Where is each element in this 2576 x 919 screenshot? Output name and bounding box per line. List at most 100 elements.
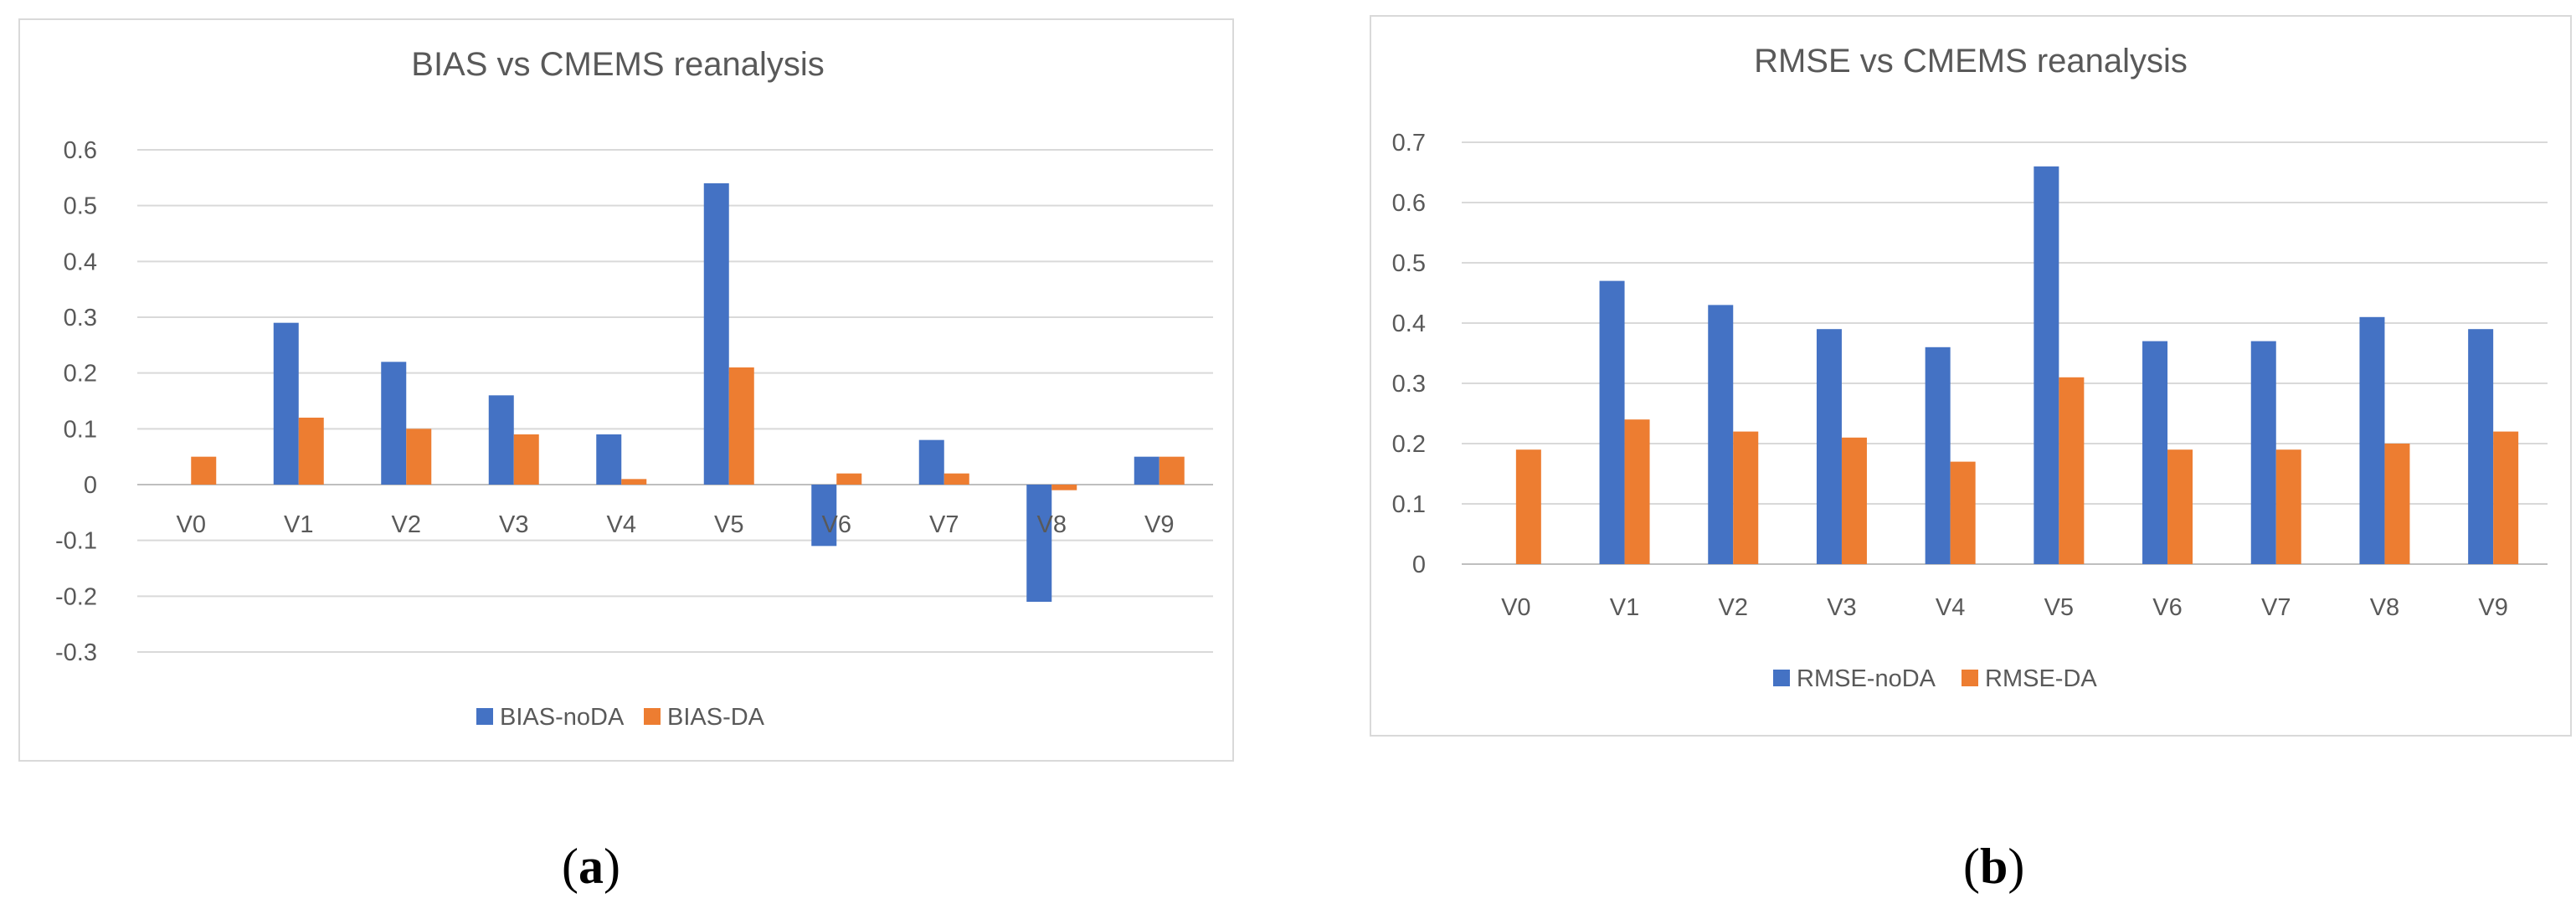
caption-b: (b)	[1963, 839, 2025, 894]
x-tick-label: V2	[392, 511, 421, 538]
bar-rmse-da-v4	[1950, 461, 1976, 564]
bar-rmse-da-v8	[2384, 444, 2410, 564]
bar-rmse-noda-v4	[1925, 347, 1951, 564]
bar-bias-noda-v7	[918, 439, 944, 485]
legend: BIAS-noDA BIAS-DA	[476, 704, 765, 731]
legend-label: RMSE-DA	[1985, 665, 2097, 692]
bar-bias-da-v2	[406, 429, 432, 485]
bar-rmse-da-v0	[1515, 449, 1541, 564]
x-tick-label: V7	[2261, 594, 2291, 621]
bar-bias-da-v8	[1051, 485, 1077, 490]
x-tick-label: V5	[714, 511, 743, 538]
x-tick-label: V6	[822, 511, 851, 538]
x-tick-label: V7	[929, 511, 959, 538]
rmse-chart-panel: RMSE vs CMEMS reanalysis 0.7 0.6 0.5 0.4 0.3…	[1370, 15, 2572, 737]
x-tick-label: V2	[1719, 594, 1748, 621]
bar-series	[1515, 166, 2519, 565]
legend-label: RMSE-noDA	[1797, 665, 1936, 692]
y-tick-label: -0.1	[55, 528, 97, 555]
x-tick-label: V3	[499, 511, 528, 538]
y-tick-label: 0.5	[1392, 250, 1426, 277]
x-tick-label: V1	[284, 511, 313, 538]
x-tick-label: V3	[1827, 594, 1856, 621]
bar-rmse-da-v6	[2167, 449, 2193, 564]
bar-bias-da-v6	[836, 473, 862, 485]
bar-rmse-noda-v8	[2359, 316, 2385, 564]
bar-rmse-da-v5	[2059, 377, 2085, 564]
bar-rmse-da-v9	[2493, 431, 2519, 564]
y-axis-ticks: 0.6 0.5 0.4 0.3 0.2 0.1 0 -0.1 -0.2 -0.3	[55, 137, 97, 666]
bar-rmse-noda-v6	[2142, 341, 2168, 564]
bias-chart: BIAS vs CMEMS reanalysis 0.6 0.5 0.4 0.3 0.2…	[55, 46, 1213, 731]
x-tick-label: V5	[2044, 594, 2074, 621]
bar-rmse-da-v2	[1733, 431, 1759, 564]
y-tick-label: 0.6	[1392, 190, 1426, 217]
legend-swatch	[476, 708, 493, 725]
x-tick-label: V0	[1501, 594, 1530, 621]
legend-swatch	[644, 708, 661, 725]
y-tick-label: 0.1	[1392, 491, 1426, 518]
bar-bias-noda-v3	[488, 395, 514, 485]
x-axis-labels: V0 V1 V2 V3 V4 V5 V6 V7 V8 V9	[177, 511, 1175, 538]
y-tick-label: -0.3	[55, 639, 97, 666]
y-tick-label: 0.3	[64, 305, 97, 331]
x-tick-label: V4	[607, 511, 636, 538]
bias-chart-panel: BIAS vs CMEMS reanalysis 0.6 0.5 0.4 0.3 0.2…	[18, 18, 1234, 762]
bar-rmse-noda-v5	[2034, 166, 2059, 565]
legend-label: BIAS-DA	[667, 704, 765, 731]
bar-bias-noda-v8	[1026, 485, 1052, 602]
legend: RMSE-noDA RMSE-DA	[1773, 665, 2097, 692]
x-axis-labels: V0 V1 V2 V3 V4 V5 V6 V7 V8 V9	[1501, 594, 2508, 621]
y-tick-label: 0.6	[64, 137, 97, 164]
legend-swatch	[1962, 670, 1978, 686]
bar-rmse-da-v1	[1624, 419, 1650, 564]
bar-bias-da-v1	[298, 418, 324, 485]
chart-title: RMSE vs CMEMS reanalysis	[1754, 43, 2188, 80]
y-tick-label: 0	[84, 472, 97, 499]
y-tick-label: 0.1	[64, 416, 97, 443]
bar-rmse-noda-v7	[2250, 341, 2276, 564]
bar-rmse-da-v7	[2275, 449, 2301, 564]
bar-bias-da-v4	[621, 479, 647, 485]
y-tick-label: 0.3	[1392, 371, 1426, 398]
x-tick-label: V1	[1610, 594, 1639, 621]
y-tick-label: 0.7	[1392, 130, 1426, 157]
bar-bias-da-v3	[513, 434, 539, 485]
y-tick-label: 0.2	[64, 361, 97, 388]
bar-rmse-noda-v9	[2468, 329, 2494, 564]
legend-label: BIAS-noDA	[500, 704, 625, 731]
rmse-chart: RMSE vs CMEMS reanalysis 0.7 0.6 0.5 0.4 0.3…	[1392, 43, 2548, 692]
bar-bias-noda-v4	[596, 434, 622, 485]
y-tick-label: -0.2	[55, 583, 97, 610]
legend-swatch	[1773, 670, 1790, 686]
bar-rmse-da-v3	[1841, 437, 1867, 564]
x-tick-label: V8	[2370, 594, 2399, 621]
bar-bias-da-v5	[728, 367, 754, 485]
bar-bias-noda-v6	[811, 485, 837, 547]
bar-rmse-noda-v1	[1599, 280, 1625, 564]
bar-bias-da-v0	[191, 456, 217, 485]
y-tick-label: 0.2	[1392, 431, 1426, 458]
bar-series	[191, 183, 1185, 602]
bar-bias-noda-v9	[1134, 456, 1159, 485]
bar-bias-noda-v2	[381, 362, 407, 485]
y-axis-ticks: 0.7 0.6 0.5 0.4 0.3 0.2 0.1 0	[1392, 130, 1426, 578]
bar-rmse-noda-v3	[1816, 329, 1842, 564]
x-tick-label: V0	[177, 511, 206, 538]
chart-title: BIAS vs CMEMS reanalysis	[411, 46, 824, 83]
caption-a: (a)	[562, 839, 620, 894]
y-tick-label: 0.5	[64, 193, 97, 220]
bar-bias-da-v7	[944, 473, 969, 485]
x-tick-label: V4	[1936, 594, 1965, 621]
bar-bias-noda-v1	[273, 322, 299, 485]
x-tick-label: V8	[1037, 511, 1067, 538]
x-tick-label: V9	[1144, 511, 1174, 538]
y-tick-label: 0.4	[64, 249, 97, 275]
bar-bias-da-v9	[1159, 456, 1185, 485]
x-tick-label: V9	[2478, 594, 2507, 621]
bar-rmse-noda-v2	[1708, 305, 1734, 564]
y-tick-label: 0.4	[1392, 311, 1426, 337]
bar-bias-noda-v5	[703, 183, 729, 485]
x-tick-label: V6	[2152, 594, 2182, 621]
y-tick-label: 0	[1412, 552, 1426, 578]
